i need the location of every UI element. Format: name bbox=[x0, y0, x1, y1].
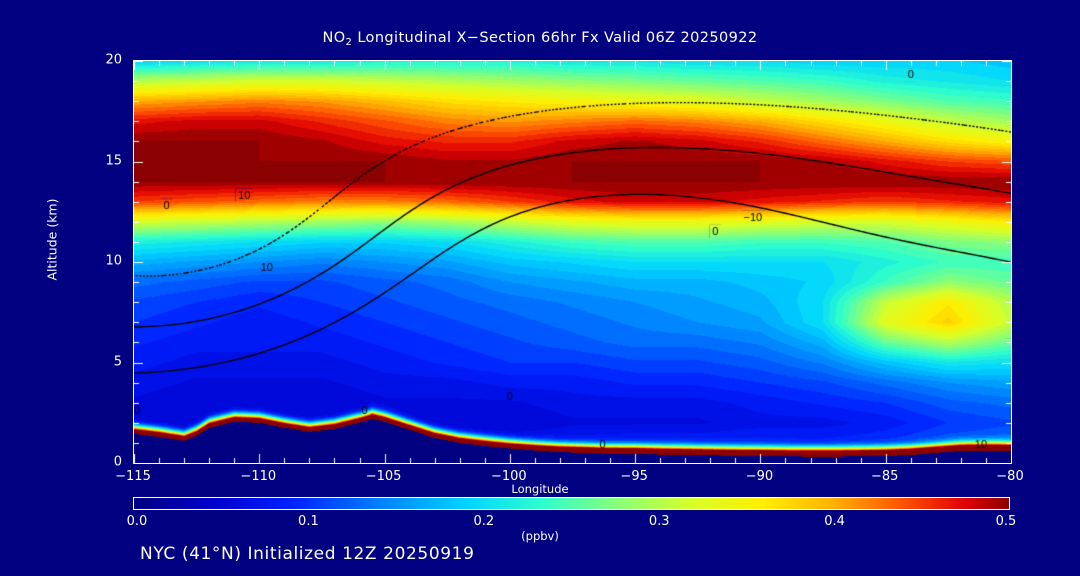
y-tick-0: 0 bbox=[113, 454, 122, 470]
colorbar-container bbox=[133, 497, 1010, 510]
colorbar-tick-2: 0.2 bbox=[473, 514, 495, 529]
colorbar-tick-3: 0.3 bbox=[648, 514, 670, 529]
heatmap-canvas bbox=[134, 61, 1011, 463]
colorbar-tick-5: 0.5 bbox=[995, 514, 1017, 529]
title-prefix: NO bbox=[322, 30, 346, 46]
x-tick--80: −80 bbox=[996, 469, 1024, 484]
x-axis-label: Longitude bbox=[511, 482, 569, 496]
x-tick--100: −100 bbox=[490, 469, 527, 484]
x-tick--105: −105 bbox=[365, 469, 402, 484]
colorbar-tick-1: 0.1 bbox=[298, 514, 319, 529]
x-tick--110: −110 bbox=[240, 469, 277, 484]
colorbar-gradient bbox=[133, 497, 1010, 510]
colorbar-units-label: (ppbv) bbox=[521, 529, 559, 543]
y-tick-10: 10 bbox=[105, 253, 122, 269]
title-suffix: Longitudinal X−Section 66hr Fx Valid 06Z… bbox=[352, 30, 758, 46]
colorbar-tick-0: 0.0 bbox=[126, 514, 148, 529]
x-tick--90: −90 bbox=[745, 469, 774, 484]
y-tick-5: 5 bbox=[113, 354, 122, 369]
y-tick-15: 15 bbox=[105, 153, 122, 168]
colorbar-tick-labels: 0.0 0.1 0.2 0.3 0.4 0.5 bbox=[0, 514, 1080, 532]
title-subscript: 2 bbox=[345, 37, 353, 48]
x-tick--85: −85 bbox=[870, 469, 899, 484]
chart-title: NO2 Longitudinal X−Section 66hr Fx Valid… bbox=[0, 30, 1080, 48]
colorbar-tick-4: 0.4 bbox=[824, 514, 845, 529]
chart-footer: NYC (41°N) Initialized 12Z 20250919 bbox=[140, 544, 475, 564]
x-tick--95: −95 bbox=[620, 469, 648, 484]
x-tick--115: −115 bbox=[115, 469, 151, 484]
plot-area bbox=[133, 60, 1012, 464]
y-tick-20: 20 bbox=[105, 52, 122, 68]
y-axis-label: Altitude (km) bbox=[44, 198, 60, 281]
